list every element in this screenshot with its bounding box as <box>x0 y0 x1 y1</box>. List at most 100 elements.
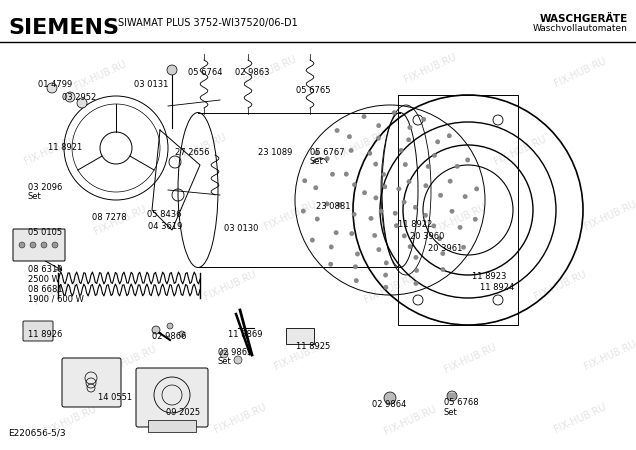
Text: 02 9863: 02 9863 <box>235 68 270 77</box>
Text: 05 0105: 05 0105 <box>28 228 62 237</box>
Text: 11 8926: 11 8926 <box>28 330 62 339</box>
Circle shape <box>402 200 406 204</box>
Text: Waschvollautomaten: Waschvollautomaten <box>533 24 628 33</box>
Circle shape <box>384 285 388 289</box>
Circle shape <box>384 273 388 277</box>
Circle shape <box>399 148 403 153</box>
Circle shape <box>377 248 381 252</box>
Text: Set: Set <box>218 357 232 366</box>
Circle shape <box>377 123 381 128</box>
Circle shape <box>447 134 452 138</box>
Circle shape <box>407 180 411 184</box>
Text: FIX-HUB.RU: FIX-HUB.RU <box>583 198 636 231</box>
Text: 23 1089: 23 1089 <box>258 148 293 157</box>
Text: WASCHGERÄTE: WASCHGERÄTE <box>540 14 628 24</box>
Circle shape <box>303 179 307 183</box>
Circle shape <box>325 202 329 206</box>
Circle shape <box>167 323 173 329</box>
Text: FIX-HUB.RU: FIX-HUB.RU <box>242 54 298 86</box>
Circle shape <box>379 209 384 213</box>
FancyBboxPatch shape <box>23 321 53 341</box>
Circle shape <box>179 331 185 337</box>
Text: FIX-HUB.RU: FIX-HUB.RU <box>43 404 98 436</box>
Circle shape <box>397 187 401 191</box>
Circle shape <box>402 234 406 238</box>
Circle shape <box>334 230 338 235</box>
Text: FIX-HUB.RU: FIX-HUB.RU <box>73 58 128 91</box>
Circle shape <box>353 265 357 269</box>
Circle shape <box>448 179 452 184</box>
Circle shape <box>47 83 57 93</box>
Circle shape <box>220 350 228 358</box>
Text: FIX-HUB.RU: FIX-HUB.RU <box>262 198 317 231</box>
Text: 09 2025: 09 2025 <box>166 408 200 417</box>
Text: 14 0551: 14 0551 <box>98 393 132 402</box>
Text: 03 2952: 03 2952 <box>62 93 96 102</box>
Circle shape <box>352 183 357 187</box>
Text: 27 2656: 27 2656 <box>175 148 209 157</box>
Circle shape <box>314 185 318 190</box>
Circle shape <box>408 125 412 130</box>
Text: FIX-HUB.RU: FIX-HUB.RU <box>102 343 158 377</box>
Text: 03 0130: 03 0130 <box>224 224 258 233</box>
Text: 05 8436: 05 8436 <box>147 210 181 219</box>
Circle shape <box>377 136 381 140</box>
Circle shape <box>362 114 366 119</box>
Circle shape <box>458 225 462 230</box>
Text: 11 8925: 11 8925 <box>296 342 330 351</box>
Circle shape <box>354 279 359 283</box>
Text: 1900 / 600 W: 1900 / 600 W <box>28 295 84 304</box>
Text: 2500 W: 2500 W <box>28 275 60 284</box>
FancyBboxPatch shape <box>62 358 121 407</box>
Circle shape <box>384 261 389 265</box>
Circle shape <box>77 98 87 108</box>
Text: 05 6764: 05 6764 <box>188 68 223 77</box>
Text: 23 0881: 23 0881 <box>316 202 350 211</box>
Circle shape <box>466 158 470 162</box>
Text: FIX-HUB.RU: FIX-HUB.RU <box>272 338 328 371</box>
Circle shape <box>432 153 437 157</box>
Circle shape <box>373 162 378 166</box>
Circle shape <box>441 251 445 256</box>
Text: 11 8924: 11 8924 <box>480 283 515 292</box>
Circle shape <box>52 242 58 248</box>
Circle shape <box>394 224 399 228</box>
Text: 08 7278: 08 7278 <box>92 213 127 222</box>
Text: 02 9864: 02 9864 <box>372 400 406 409</box>
Circle shape <box>347 135 352 139</box>
Circle shape <box>65 92 75 102</box>
Circle shape <box>424 213 427 217</box>
Text: SIEMENS: SIEMENS <box>8 18 119 38</box>
Text: Set: Set <box>310 157 324 166</box>
Circle shape <box>363 190 367 195</box>
Circle shape <box>352 212 356 216</box>
Circle shape <box>315 217 319 221</box>
Text: FIX-HUB.RU: FIX-HUB.RU <box>382 404 438 436</box>
Text: 20 3961: 20 3961 <box>428 244 462 253</box>
Text: FIX-HUB.RU: FIX-HUB.RU <box>552 401 607 434</box>
Circle shape <box>234 356 242 364</box>
Circle shape <box>368 151 372 156</box>
Text: FIX-HUB.RU: FIX-HUB.RU <box>22 134 78 166</box>
Text: 03 2096: 03 2096 <box>28 183 62 192</box>
Circle shape <box>413 205 418 209</box>
Circle shape <box>473 217 478 221</box>
Circle shape <box>41 242 47 248</box>
Text: FIX-HUB.RU: FIX-HUB.RU <box>363 271 418 305</box>
Text: 05 6768: 05 6768 <box>444 398 479 407</box>
Circle shape <box>329 245 333 249</box>
Circle shape <box>408 244 412 249</box>
Circle shape <box>325 157 329 161</box>
Circle shape <box>337 202 342 207</box>
Circle shape <box>422 117 426 122</box>
Text: FIX-HUB.RU: FIX-HUB.RU <box>212 401 268 434</box>
Circle shape <box>431 224 436 228</box>
Text: 04 3619: 04 3619 <box>148 222 183 231</box>
Text: 05 6767: 05 6767 <box>310 148 345 157</box>
Circle shape <box>438 193 443 198</box>
Text: E220656-5/3: E220656-5/3 <box>8 429 66 438</box>
Text: FIX-HUB.RU: FIX-HUB.RU <box>333 129 388 162</box>
Text: 11 8922: 11 8922 <box>398 220 432 229</box>
Circle shape <box>392 111 396 115</box>
Circle shape <box>461 245 466 249</box>
